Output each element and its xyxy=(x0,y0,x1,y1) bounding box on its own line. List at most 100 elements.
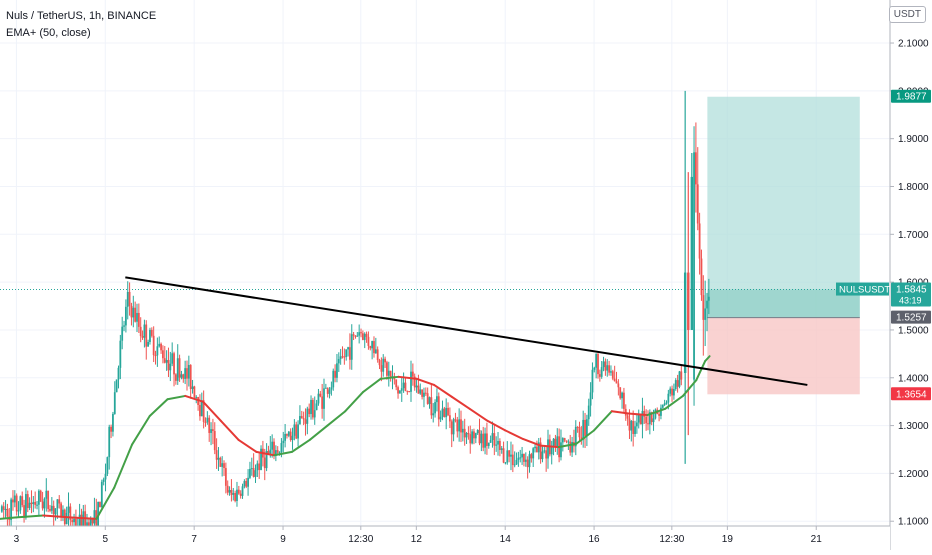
ema-line-segment xyxy=(575,429,596,445)
candle-body xyxy=(126,291,129,307)
ema-line-segment xyxy=(326,410,347,427)
price-axis[interactable] xyxy=(890,0,932,550)
candle-body xyxy=(582,419,585,440)
ema-line-segment xyxy=(450,395,471,410)
candle-body xyxy=(576,426,579,428)
candle-body xyxy=(373,341,375,354)
candle-body xyxy=(386,362,388,376)
indicator-title[interactable]: EMA+ (50, close) xyxy=(6,27,91,39)
position-loss-zone[interactable] xyxy=(707,317,860,395)
candle-body xyxy=(702,295,705,320)
candle-body xyxy=(626,415,629,419)
position-profit-zone[interactable] xyxy=(707,96,860,318)
candle-body xyxy=(132,307,135,318)
candle-body xyxy=(217,457,220,460)
candle-body xyxy=(565,440,568,442)
candle-body xyxy=(180,374,183,378)
ema-line-segment xyxy=(255,450,276,457)
candle-body xyxy=(561,438,564,443)
price-label-box xyxy=(891,89,931,103)
ema-line-segment xyxy=(681,379,698,397)
candle-body xyxy=(62,509,64,517)
candle-body xyxy=(141,336,144,338)
candle-body xyxy=(313,410,316,418)
candle-body xyxy=(36,504,38,506)
time-tick-label: 5 xyxy=(103,534,109,545)
candle-body xyxy=(304,419,307,424)
symbol-title[interactable]: Nuls / TetherUS, 1h, BINANCE xyxy=(6,10,157,22)
candle-body xyxy=(578,427,581,438)
candle-body xyxy=(413,376,416,388)
candle-body xyxy=(334,370,337,378)
candle-body xyxy=(237,489,240,494)
candle-body xyxy=(480,433,483,444)
candle-body xyxy=(110,426,112,432)
candle-body xyxy=(698,223,701,259)
candle-body xyxy=(411,371,414,377)
candle-body xyxy=(580,437,583,440)
candle-body xyxy=(82,511,85,532)
candle-body xyxy=(324,387,327,389)
candle-body xyxy=(665,402,668,404)
candle-body xyxy=(667,393,670,403)
candle-body xyxy=(585,419,588,436)
candle-body xyxy=(415,385,418,388)
candle-body xyxy=(589,392,592,406)
candle-body xyxy=(350,334,353,360)
candle-body xyxy=(252,468,255,477)
candle-body xyxy=(224,468,227,486)
candle-body xyxy=(117,367,120,380)
candle-body xyxy=(162,350,164,359)
candle-body xyxy=(330,387,333,390)
descending-trendline[interactable] xyxy=(125,276,808,386)
candle-body xyxy=(260,448,262,470)
candle-body xyxy=(49,508,51,511)
candle-body xyxy=(236,489,238,502)
candle-body xyxy=(71,520,74,523)
ema-line-segment xyxy=(695,360,707,382)
candle-body xyxy=(469,434,472,444)
currency-button[interactable]: USDT xyxy=(888,6,926,23)
candle-body xyxy=(341,356,344,358)
ema-line-segment xyxy=(113,443,133,489)
candle-body xyxy=(687,272,690,330)
candle-body xyxy=(471,431,474,444)
candle-body xyxy=(171,353,174,364)
candle-body xyxy=(369,345,372,349)
candle-body xyxy=(658,413,660,416)
candle-body xyxy=(115,379,118,393)
candle-body xyxy=(19,496,22,511)
candle-body xyxy=(223,463,225,469)
price-label-text: 1.5257 xyxy=(896,313,927,324)
candle-body xyxy=(426,393,429,404)
candle-body xyxy=(343,356,346,358)
candle-body xyxy=(504,462,507,464)
candle-body xyxy=(60,503,62,517)
candle-body xyxy=(137,312,140,327)
ema-line-segment xyxy=(379,375,400,380)
candle-body xyxy=(17,510,20,512)
candle-body xyxy=(163,358,166,363)
candle-body xyxy=(376,349,379,361)
candle-body xyxy=(617,383,620,388)
price-tick-label: 1.5000 xyxy=(898,325,929,336)
candle-body xyxy=(347,347,349,350)
time-tick-label: 14 xyxy=(500,534,512,545)
candle-body xyxy=(119,340,122,368)
candle-body xyxy=(378,360,381,366)
candle-body xyxy=(384,358,386,363)
candle-body xyxy=(587,405,590,420)
candle-body xyxy=(276,450,279,453)
time-axis[interactable] xyxy=(0,526,890,550)
candle-body xyxy=(491,433,494,441)
candle-body xyxy=(482,433,485,448)
candle-body xyxy=(634,426,636,435)
candle-body xyxy=(543,450,546,452)
candle-body xyxy=(289,431,292,440)
ema-line-segment xyxy=(273,450,293,457)
candle-body xyxy=(434,402,436,414)
candle-body xyxy=(50,505,53,511)
candle-body xyxy=(345,349,348,357)
